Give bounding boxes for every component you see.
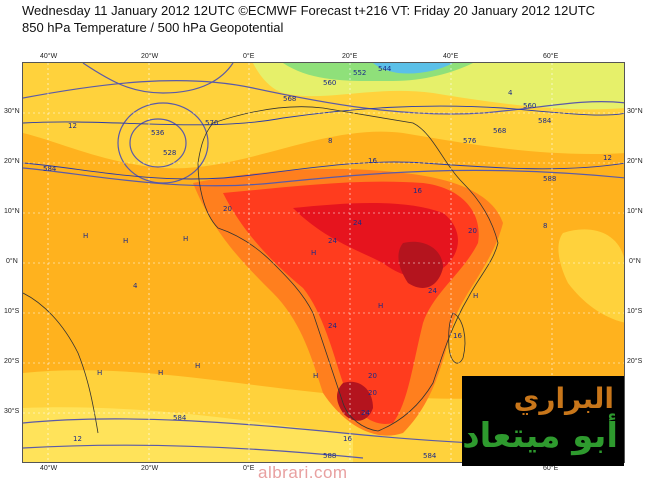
contour-584 — [23, 167, 624, 187]
forecast-title: Wednesday 11 January 2012 12UTC ©ECMWF F… — [22, 3, 596, 18]
lat-label-right: 0°N — [629, 258, 641, 265]
southern-cool-zone — [23, 407, 353, 462]
temp-label: 4 — [508, 89, 513, 97]
high-marker: H — [158, 369, 163, 377]
max-zone-east — [398, 241, 443, 288]
temp-label: 12 — [73, 435, 82, 443]
logo-text-bottom: أبو ميتعاد — [462, 416, 618, 456]
graticule — [23, 63, 624, 462]
south-america-coast — [23, 292, 99, 434]
lat-label-right: 10°N — [627, 208, 643, 215]
lon-label-top: 40°W — [40, 53, 58, 60]
geo-label: 544 — [378, 65, 392, 73]
contour-south-2 — [23, 444, 364, 459]
geo-label: 568 — [283, 95, 296, 103]
geo-label: 560 — [523, 102, 536, 110]
africa-coast — [197, 106, 499, 432]
temp-label: 8 — [543, 222, 547, 230]
lat-label-left: 30°N — [4, 108, 20, 115]
max-zone-south — [337, 381, 373, 421]
high-marker: H — [313, 372, 318, 380]
lon-label-top: 20°W — [141, 53, 159, 60]
north-coldest-zone — [373, 63, 453, 74]
temp-label: 12 — [68, 122, 77, 130]
high-marker: H — [311, 249, 316, 257]
lon-label-bottom: 60°E — [543, 465, 559, 472]
lat-label-left: 20°N — [4, 158, 20, 165]
contour-576 — [82, 63, 234, 94]
lat-label-right: 30°N — [627, 108, 643, 115]
lon-label-bottom: 40°W — [40, 465, 58, 472]
lon-label-bottom: 20°W — [141, 465, 159, 472]
madagascar-coast — [448, 312, 466, 364]
geopotential-contours — [23, 63, 624, 459]
temp-label: 20 — [223, 205, 232, 213]
lat-label-left: 0°N — [6, 258, 18, 265]
lon-label-top: 60°E — [543, 53, 559, 60]
high-marker: H — [378, 302, 383, 310]
geo-label: 584 — [173, 414, 187, 422]
contour-label-layer: 584 576 568 560 552 544 536 528 560 568 … — [43, 65, 612, 460]
temp-label: 16 — [343, 435, 352, 443]
lat-label-right: 10°S — [627, 308, 643, 315]
temp-label: 8 — [328, 137, 332, 145]
high-marker: H — [183, 235, 188, 243]
geo-label: 576 — [205, 119, 219, 127]
temp-label: 12 — [603, 154, 612, 162]
lon-label-top: 20°E — [342, 53, 358, 60]
temp-label: 24 — [328, 237, 337, 245]
high-marker: H — [123, 237, 128, 245]
high-marker: H — [83, 232, 88, 240]
lat-label-left: 30°S — [4, 408, 20, 415]
geo-label: 588 — [543, 175, 556, 183]
lat-label-right: 20°S — [627, 358, 643, 365]
low-contour-inner — [129, 118, 187, 168]
geo-label: 552 — [353, 69, 366, 77]
temp-label: 20 — [368, 389, 377, 397]
temp-label: 16 — [368, 157, 377, 165]
temp-label: 24 — [361, 409, 370, 417]
geo-label: 536 — [151, 129, 165, 137]
lat-label-left: 20°S — [4, 358, 20, 365]
geo-label: 568 — [493, 127, 506, 135]
logo-text-top: البراري — [513, 382, 614, 415]
high-marker: H — [473, 292, 478, 300]
temp-label: 16 — [453, 332, 462, 340]
temp-label: 20 — [368, 372, 377, 380]
forecast-subtitle: 850 hPa Temperature / 500 hPa Geopotenti… — [22, 20, 284, 35]
lon-label-top: 0°E — [243, 53, 255, 60]
geo-label: 588 — [323, 452, 336, 460]
geo-label: 584 — [43, 165, 57, 173]
contour-568 — [23, 80, 624, 115]
lat-label-left: 10°N — [4, 208, 20, 215]
lon-label-bottom: 0°E — [243, 465, 255, 472]
high-marker: H — [97, 369, 102, 377]
lon-label-top: 40°E — [443, 53, 459, 60]
albrari-logo: البراري أبو ميتعاد — [462, 376, 624, 466]
geo-label: 576 — [463, 137, 477, 145]
temp-label: 16 — [413, 187, 422, 195]
site-watermark[interactable]: albrari.com — [258, 463, 348, 482]
temp-label: 24 — [428, 287, 437, 295]
geo-label: 560 — [323, 79, 336, 87]
lat-label-right: 20°N — [627, 158, 643, 165]
east-mild-zone — [558, 229, 624, 323]
high-marker: H — [195, 362, 200, 370]
lat-label-left: 10°S — [4, 308, 20, 315]
isotherm-16 — [23, 161, 624, 180]
geo-label: 584 — [538, 117, 552, 125]
geo-label: 528 — [163, 149, 176, 157]
temp-label: 20 — [468, 227, 477, 235]
coastlines — [23, 106, 499, 434]
geo-label: 584 — [423, 452, 437, 460]
temp-label: 24 — [353, 219, 362, 227]
low-contour-outer — [117, 102, 209, 184]
temp-label: 4 — [133, 282, 138, 290]
temp-label: 24 — [328, 322, 337, 330]
